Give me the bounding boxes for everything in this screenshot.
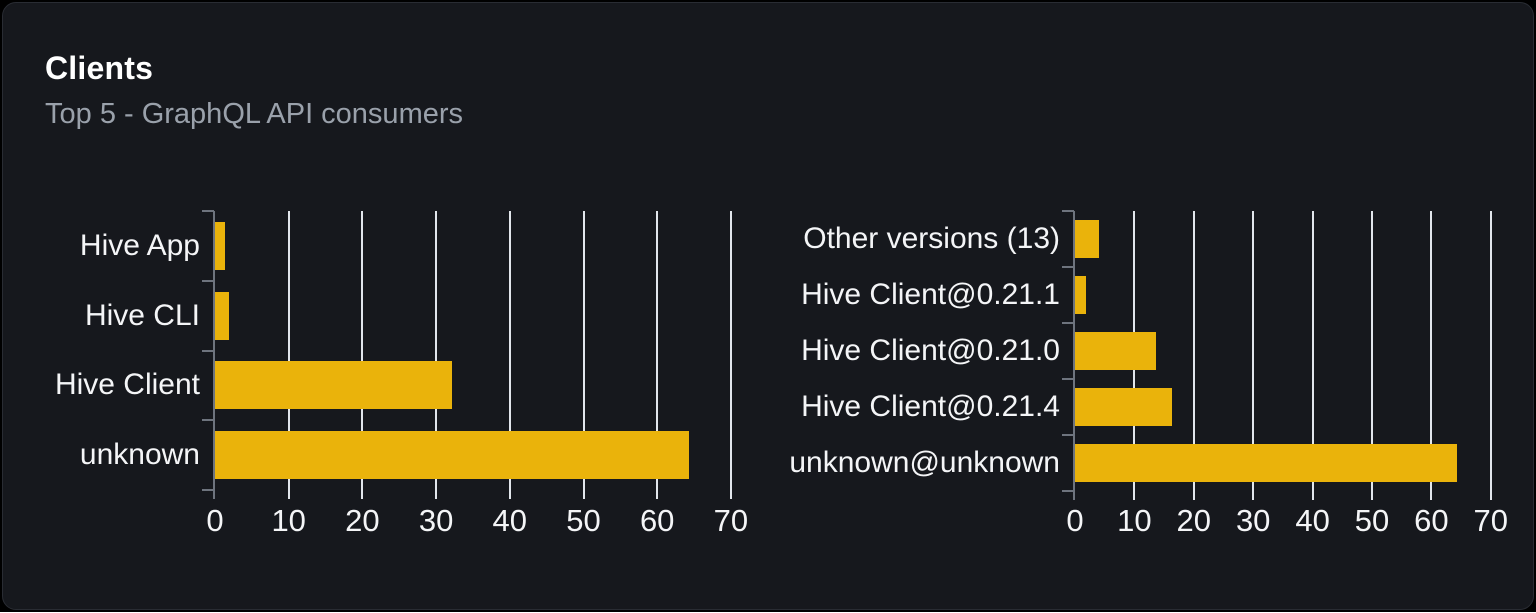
y-axis-tick <box>1062 378 1074 380</box>
y-axis-tick <box>1062 490 1074 492</box>
bar-hive-client-0-21-4[interactable] <box>1075 388 1172 426</box>
y-axis-tick <box>1062 266 1074 268</box>
category-label-other-versions-13: Other versions (13) <box>740 222 1060 256</box>
category-label-hive-client-0-21-0: Hive Client@0.21.0 <box>740 334 1060 368</box>
bar-hive-client-0-21-1[interactable] <box>1075 276 1086 314</box>
gridline-x-70 <box>1490 211 1492 500</box>
bar-other-versions-13[interactable] <box>1075 220 1099 258</box>
y-axis-tick <box>1062 322 1074 324</box>
x-tick-label-70: 70 <box>1446 504 1536 538</box>
y-axis-tick <box>1062 210 1074 212</box>
bar-unknown-unknown[interactable] <box>1075 444 1457 482</box>
category-label-hive-client-0-21-4: Hive Client@0.21.4 <box>740 390 1060 424</box>
category-label-hive-client-0-21-1: Hive Client@0.21.1 <box>740 278 1060 312</box>
y-axis-tick <box>1062 434 1074 436</box>
bar-hive-client-0-21-0[interactable] <box>1075 332 1156 370</box>
category-label-unknown-unknown: unknown@unknown <box>740 446 1060 480</box>
